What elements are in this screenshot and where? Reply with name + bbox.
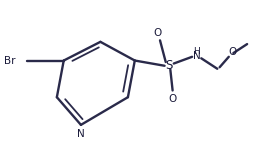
Text: Br: Br — [4, 56, 16, 66]
Text: O: O — [154, 28, 162, 38]
Text: O: O — [169, 94, 177, 104]
Text: N: N — [77, 129, 85, 139]
Text: S: S — [165, 59, 173, 72]
Text: H: H — [193, 47, 200, 56]
Text: O: O — [228, 47, 236, 57]
Text: N: N — [193, 51, 201, 61]
